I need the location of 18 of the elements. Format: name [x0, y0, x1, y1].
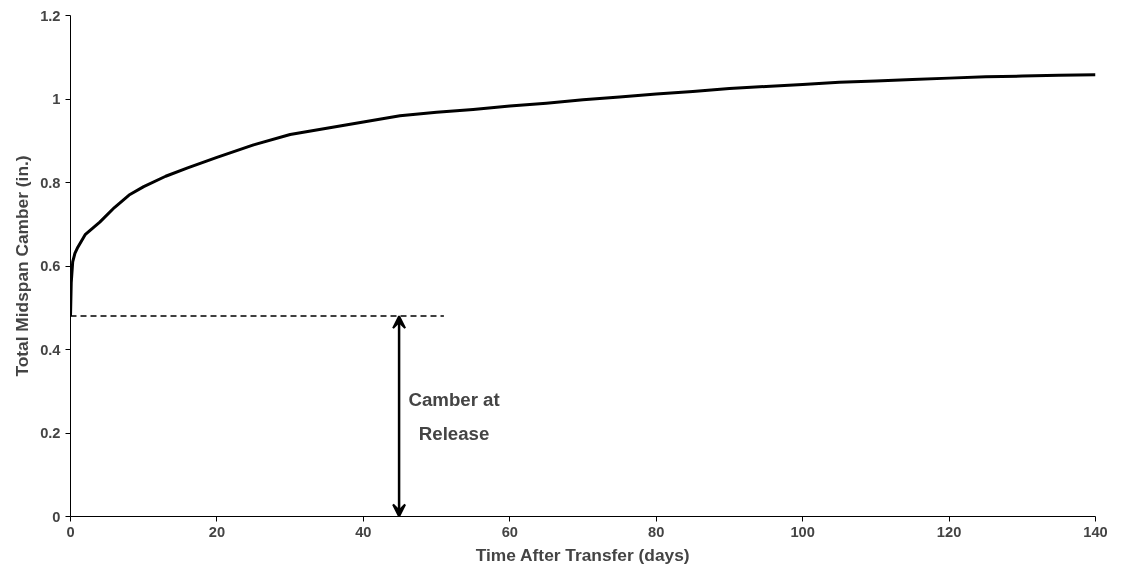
x-tick-label: 80	[648, 523, 665, 540]
x-tick-label: 140	[1083, 523, 1108, 540]
y-axis-title: Total Midspan Camber (in.)	[12, 155, 33, 377]
x-tick-label: 40	[355, 523, 372, 540]
x-tick-label: 20	[208, 523, 226, 540]
x-tick-label: 120	[936, 523, 962, 540]
annotation: Camber at Release	[408, 389, 500, 444]
y-tick-label: 1	[52, 91, 61, 107]
x-tick-label: 60	[501, 523, 518, 540]
y-tick-label: 1.2	[40, 7, 61, 24]
y-tick-label: 0.8	[40, 174, 61, 191]
y-tick-label: 0.2	[40, 425, 61, 441]
y-tick-label: 0	[52, 508, 61, 525]
x-axis-title: Time After Transfer (days)	[475, 544, 690, 565]
x-tick-label: 0	[66, 523, 75, 540]
x-tick-label: 100	[790, 523, 815, 540]
y-tick-label: 0.4	[40, 341, 62, 358]
y-tick-label: 0.6	[40, 258, 61, 274]
